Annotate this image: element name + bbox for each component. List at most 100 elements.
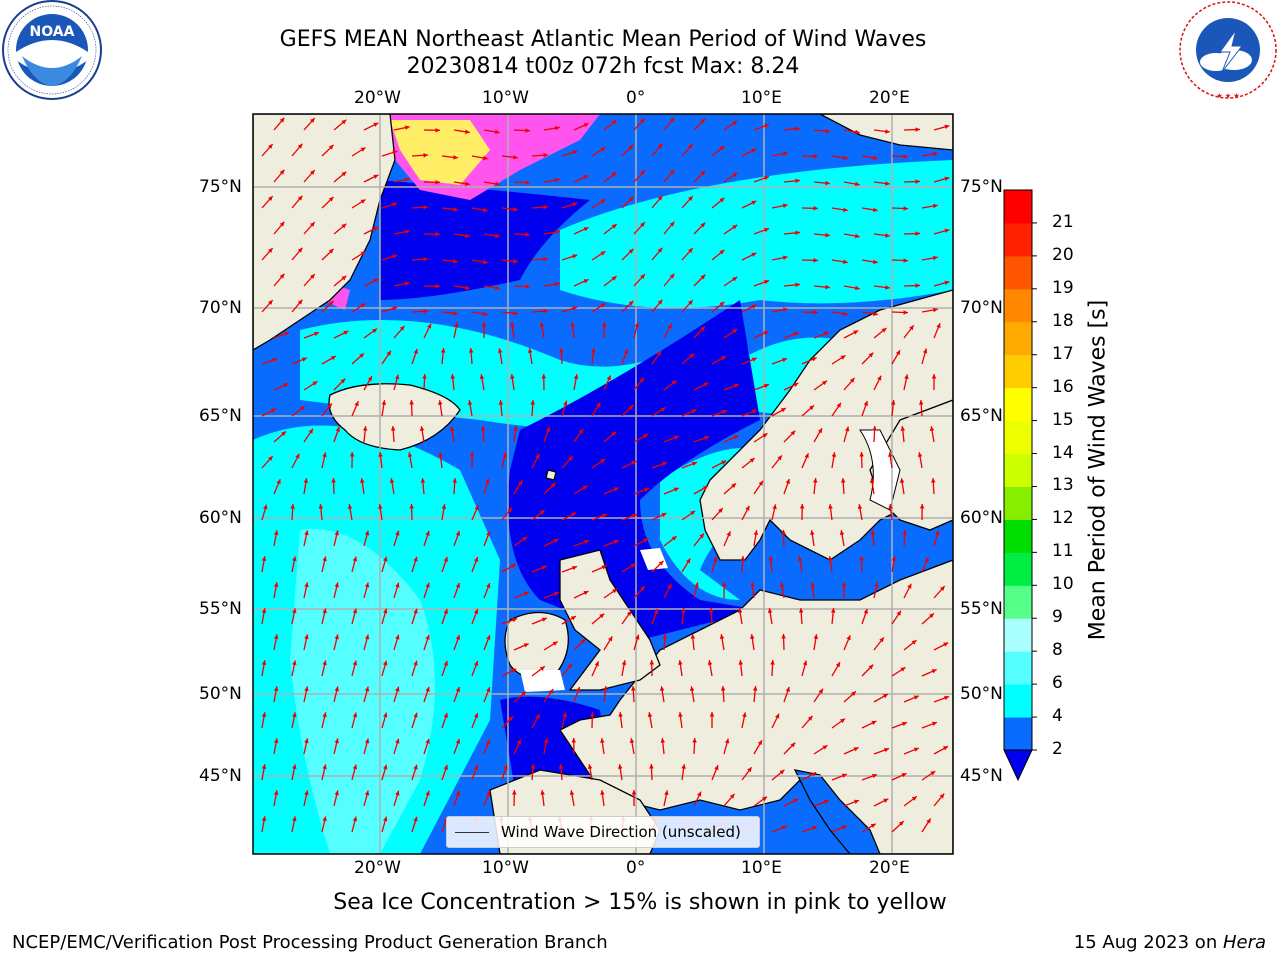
wind-arrow-head	[658, 560, 664, 566]
wind-arrow-head	[926, 818, 931, 824]
footer-date: 15 Aug 2023 on Hera	[1073, 932, 1266, 953]
colorbar-segment	[1004, 519, 1032, 553]
wind-arrow-head	[386, 350, 391, 356]
wind-arrow-head	[840, 478, 846, 483]
wind-arrow-head	[482, 311, 488, 317]
wind-arrow-head	[939, 793, 945, 799]
wind-arrow-head	[843, 207, 848, 213]
wind-arrow-head	[347, 504, 353, 510]
wind-arrow-head	[453, 155, 458, 160]
lat-label-right-65n: 65°N	[960, 406, 1003, 426]
greenland	[253, 114, 396, 351]
wind-arrow-head	[513, 426, 518, 431]
wind-arrow-head	[304, 530, 309, 536]
wind-arrow-head	[911, 640, 917, 645]
wind-arrow-head	[846, 635, 851, 641]
lat-label-left-45n: 45°N	[199, 766, 242, 786]
wind-arrow-head	[455, 686, 461, 692]
wind-arrow-head	[631, 790, 637, 795]
wind-arrow-head	[521, 691, 527, 697]
wind-arrow-head	[510, 564, 516, 569]
colorbar-tick-label: 16	[1052, 376, 1074, 397]
wind-arrow-head	[903, 310, 908, 315]
wind-arrow-head	[729, 793, 735, 799]
wind-arrow-head	[497, 348, 503, 353]
wind-arrow-head	[617, 764, 623, 769]
colorbar-segment	[1004, 222, 1032, 257]
colorbar-title: Mean Period of Wind Waves [s]	[1085, 299, 1111, 641]
wind-arrow-head	[795, 126, 800, 132]
wind-arrow-head	[931, 669, 937, 674]
wind-arrow-head	[810, 530, 815, 535]
wind-arrow-head	[340, 378, 346, 384]
colorbar-segment	[1004, 255, 1032, 290]
wind-arrow-head	[360, 478, 365, 483]
wind-arrow-head	[678, 712, 683, 717]
wind-arrow-head	[822, 745, 828, 750]
wind-arrow-head	[562, 712, 567, 718]
wind-arrow-head	[611, 431, 617, 437]
wind-arrow-head	[392, 254, 398, 259]
wind-arrow-head	[495, 181, 500, 187]
wind-arrow-head	[440, 348, 446, 353]
wind-arrow-head	[922, 348, 928, 354]
wind-arrow-head	[931, 374, 937, 379]
wind-arrow-head	[555, 229, 560, 235]
wind-arrow-head	[794, 331, 800, 337]
wind-arrow-head	[699, 533, 704, 539]
wind-arrow-head	[640, 118, 645, 124]
lon-label-top-20e: 20°E	[869, 88, 910, 108]
wind-arrow-head	[751, 252, 757, 257]
wind-arrow-head	[732, 172, 738, 178]
wind-arrow-head	[267, 248, 273, 253]
wind-arrow-head	[686, 558, 691, 564]
wind-arrow-head	[785, 478, 790, 484]
wind-arrow-head	[664, 790, 669, 796]
wind-arrow-head	[707, 660, 713, 666]
wind-arrow-head	[721, 460, 727, 465]
wind-arrow-head	[700, 274, 706, 280]
wind-arrow-head	[868, 352, 874, 358]
wind-arrow-head	[469, 452, 475, 457]
wind-arrow-head	[660, 407, 666, 412]
wind-arrow-head	[425, 582, 430, 588]
wind-arrow-head	[877, 375, 882, 381]
chart-subtitle: 20230814 t00z 072h fcst Max: 8.24	[406, 54, 800, 79]
wind-arrow-head	[690, 634, 696, 639]
wind-arrow-head	[782, 357, 788, 363]
wind-arrow-head	[885, 285, 890, 290]
great-britain	[559, 549, 661, 691]
wind-arrow-head	[903, 154, 908, 159]
wind-arrow-head	[793, 382, 799, 388]
wind-arrow-head	[572, 202, 578, 207]
wind-arrow-head	[642, 434, 648, 439]
wind-arrow-head	[473, 661, 479, 666]
wind-arrow-head	[657, 195, 663, 201]
wind-arrow-head	[764, 383, 769, 389]
colorbar-tick-label: 12	[1052, 508, 1074, 529]
wind-arrow-head	[767, 608, 773, 613]
wind-arrow-head	[555, 177, 560, 183]
wind-arrow-head	[871, 720, 877, 726]
wind-arrow-head	[304, 582, 309, 588]
wind-arrow-head	[503, 764, 508, 770]
wind-arrow-head	[569, 790, 575, 796]
wind-arrow-head	[297, 143, 303, 149]
wind-arrow-head	[863, 608, 868, 614]
wind-arrow-head	[512, 790, 517, 795]
wind-arrow-head	[367, 376, 372, 382]
wind-arrow-head	[570, 322, 575, 327]
wind-arrow-head	[817, 428, 823, 434]
wind-arrow-head	[395, 530, 400, 536]
lon-label-bottom-10w: 10°W	[482, 858, 529, 878]
wind-arrow-head	[364, 790, 370, 796]
wind-arrow-head	[818, 688, 823, 694]
lat-label-left-60n: 60°N	[199, 508, 242, 528]
colorbar-segment	[1004, 585, 1032, 619]
wind-arrow-head	[890, 400, 896, 405]
wind-arrow-head	[770, 660, 775, 665]
wind-arrow-head	[443, 712, 448, 718]
wind-arrow-head	[303, 478, 309, 483]
lat-label-left-50n: 50°N	[199, 684, 242, 704]
wind-arrow-head	[632, 513, 637, 519]
